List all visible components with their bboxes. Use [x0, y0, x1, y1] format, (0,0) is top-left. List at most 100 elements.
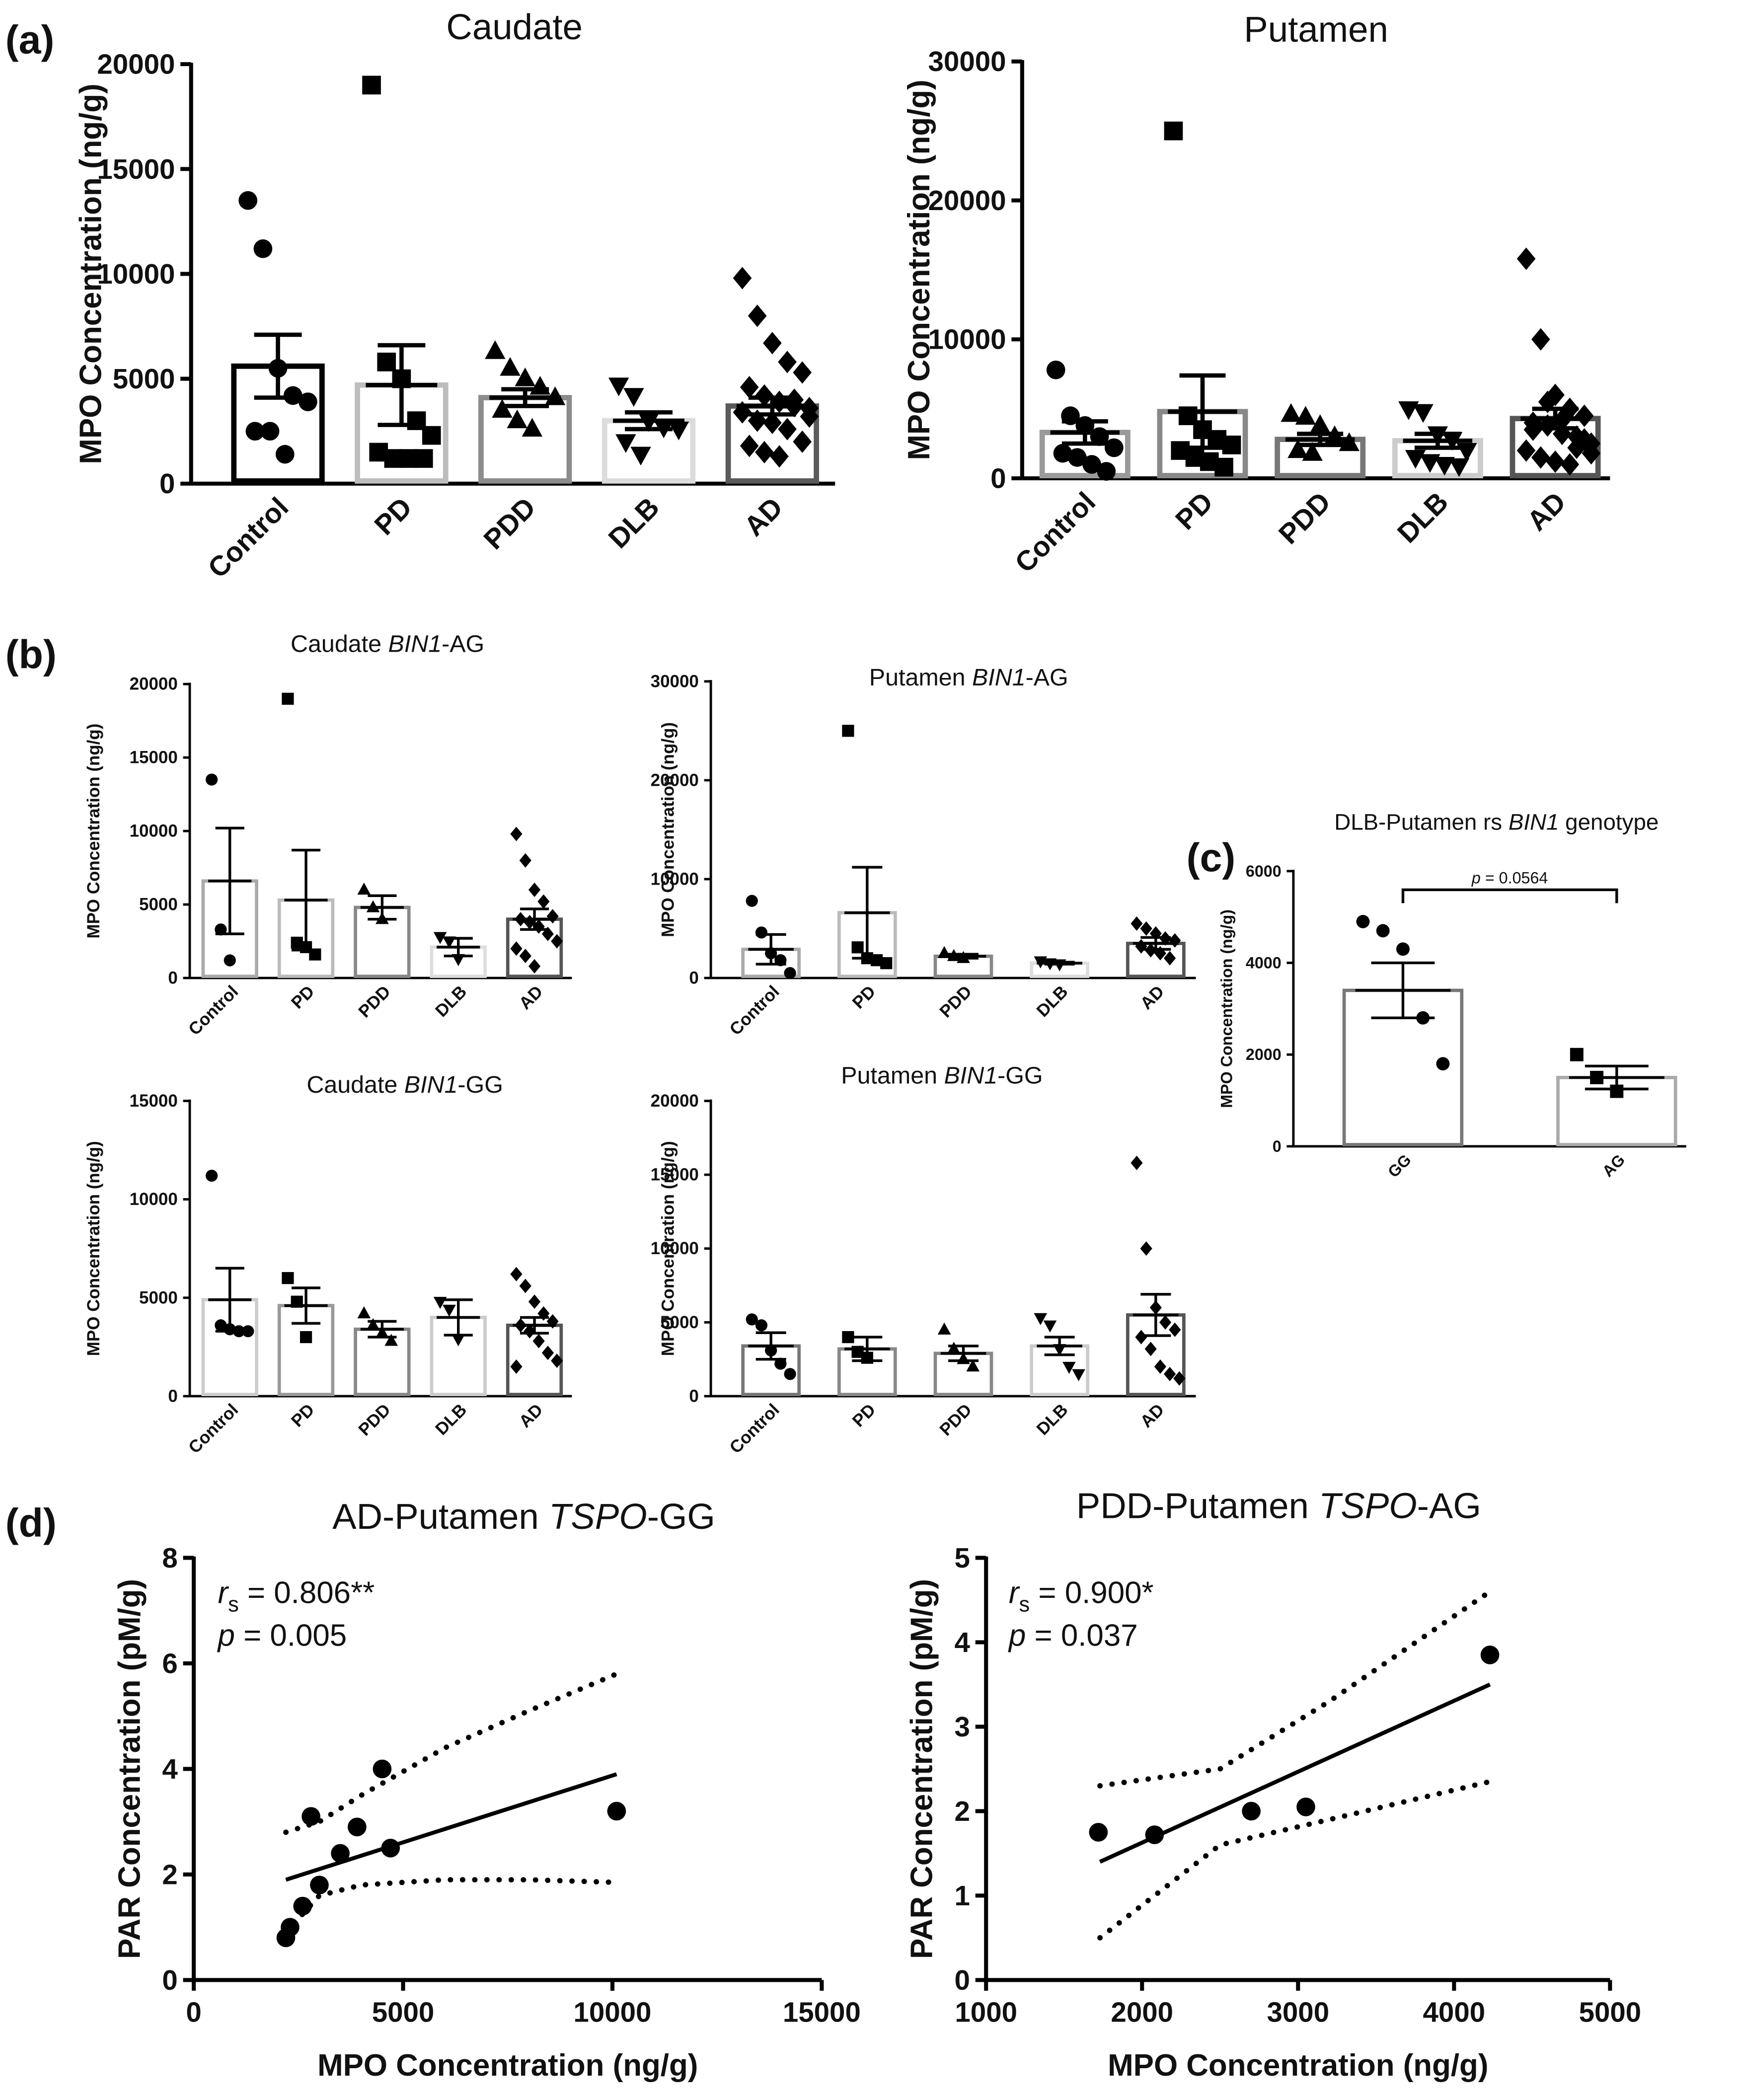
y-tick-label: 5000	[113, 363, 175, 394]
point	[452, 1334, 465, 1347]
point	[1546, 450, 1565, 473]
point	[515, 367, 535, 386]
x-tick-label: 10000	[573, 1997, 651, 2028]
y-tick-label: 0	[159, 468, 175, 499]
fit-line	[1099, 1682, 1491, 1864]
point	[1436, 1057, 1450, 1071]
point	[1287, 439, 1308, 458]
point	[793, 361, 812, 384]
point	[492, 399, 513, 418]
text-part: TSPO	[1319, 1486, 1417, 1526]
y-tick-label: 4	[955, 1627, 971, 1658]
chart-title: Caudate	[446, 6, 583, 47]
text-part: = 0.037	[1026, 1618, 1137, 1652]
point	[1131, 1155, 1143, 1170]
y-tick-label: 20000	[130, 675, 178, 694]
point	[755, 926, 768, 939]
y-tick-label: 10000	[651, 869, 699, 889]
bar	[277, 1304, 335, 1396]
point	[784, 967, 796, 979]
point	[1072, 1369, 1085, 1381]
y-tick-label: 5000	[660, 1313, 699, 1332]
point	[224, 954, 236, 967]
text-part: AD-Putamen	[332, 1497, 549, 1537]
x-axis-label: MPO Concentration (ng/g)	[317, 2048, 698, 2083]
text-part: -GG	[457, 1071, 503, 1098]
annotation: p = 0.0564	[1471, 869, 1548, 887]
y-tick-label: 0	[689, 1386, 698, 1406]
text-part: r	[218, 1575, 229, 1610]
y-tick-label: 1	[955, 1880, 970, 1911]
point	[551, 1353, 563, 1368]
y-tick-label: 0	[168, 1386, 177, 1406]
text-part: Caudate	[291, 631, 388, 658]
point	[623, 388, 644, 407]
annotation: rs = 0.900*	[1009, 1575, 1154, 1617]
point	[206, 773, 218, 786]
point	[1135, 1330, 1147, 1345]
panel-label: (b)	[5, 632, 57, 677]
point	[1222, 436, 1241, 454]
point	[1396, 942, 1410, 956]
point	[347, 1817, 367, 1837]
point	[532, 1334, 545, 1349]
y-axis-label: MPO Concentration (ng/g)	[902, 79, 936, 460]
text-part: -AG	[1026, 664, 1068, 691]
point	[778, 351, 797, 374]
x-tick-label: 1000	[955, 1997, 1017, 2028]
point	[740, 435, 759, 457]
chart-title: DLB-Putamen rs BIN1 genotype	[1334, 809, 1659, 834]
y-axis-label: MPO Concentration (ng/g)	[659, 1141, 678, 1356]
y-tick-label: 10000	[928, 324, 1006, 355]
y-tick-label: 0	[1273, 1137, 1282, 1155]
y-axis-label: MPO Concentration (ng/g)	[74, 83, 108, 464]
point	[608, 377, 629, 396]
point	[377, 352, 396, 372]
chart-title: Putamen BIN1-AG	[869, 664, 1068, 691]
annotation: p = 0.037	[1008, 1618, 1138, 1652]
point	[793, 430, 812, 453]
point	[245, 422, 265, 441]
point	[302, 1807, 320, 1826]
point	[300, 1331, 312, 1344]
point	[299, 392, 317, 411]
point	[615, 434, 636, 453]
point	[485, 340, 506, 359]
point	[253, 239, 273, 258]
chart-title: Putamen BIN1-GG	[841, 1062, 1043, 1089]
text-part: s	[228, 1592, 239, 1616]
point	[1553, 422, 1572, 446]
text-part: -AG	[442, 631, 484, 658]
point	[755, 441, 774, 463]
text-part: r	[1009, 1575, 1020, 1610]
y-tick-label: 2	[955, 1796, 970, 1827]
point	[1053, 444, 1072, 463]
point	[1516, 247, 1536, 270]
point	[1413, 404, 1434, 423]
point	[1434, 456, 1455, 476]
point	[1356, 914, 1370, 928]
point	[1104, 438, 1124, 457]
text-part: p	[1008, 1618, 1026, 1652]
bar	[837, 1347, 897, 1396]
y-tick-label: 2	[162, 1859, 177, 1890]
text-part: DLB-Putamen rs	[1334, 809, 1509, 834]
point	[1376, 924, 1390, 938]
x-tick-label: 4000	[1423, 1997, 1486, 2028]
point	[507, 409, 528, 429]
y-tick-label: 20000	[928, 185, 1006, 216]
chart-title: Putamen	[1244, 9, 1388, 50]
text-part: s	[1019, 1592, 1030, 1616]
point	[260, 422, 280, 441]
panel-label: (c)	[1187, 835, 1236, 880]
text-part: -GG	[997, 1062, 1043, 1089]
point	[1089, 1823, 1108, 1842]
confidence-band	[1097, 1779, 1493, 1941]
point	[1302, 442, 1323, 461]
text-part: -AG	[1417, 1486, 1481, 1526]
y-axis-label: MPO Concentration (ng/g)	[1217, 909, 1235, 1108]
x-tick-label: 0	[186, 1997, 201, 2028]
text-part: = 0.005	[235, 1618, 347, 1652]
point	[1082, 455, 1101, 474]
